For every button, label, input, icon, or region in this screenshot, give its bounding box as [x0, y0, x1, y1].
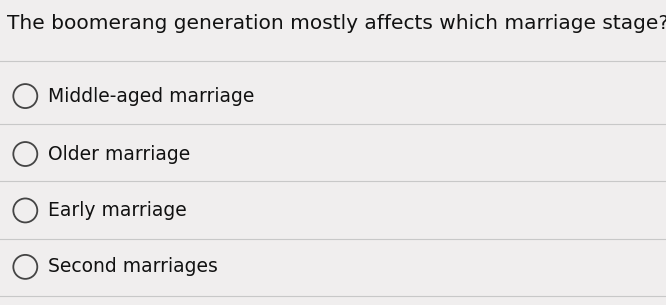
- Text: Middle-aged marriage: Middle-aged marriage: [48, 87, 254, 106]
- Text: The boomerang generation mostly affects which marriage stage?: The boomerang generation mostly affects …: [7, 14, 666, 33]
- Text: Early marriage: Early marriage: [48, 201, 186, 220]
- Text: Older marriage: Older marriage: [48, 145, 190, 163]
- Text: Second marriages: Second marriages: [48, 257, 218, 276]
